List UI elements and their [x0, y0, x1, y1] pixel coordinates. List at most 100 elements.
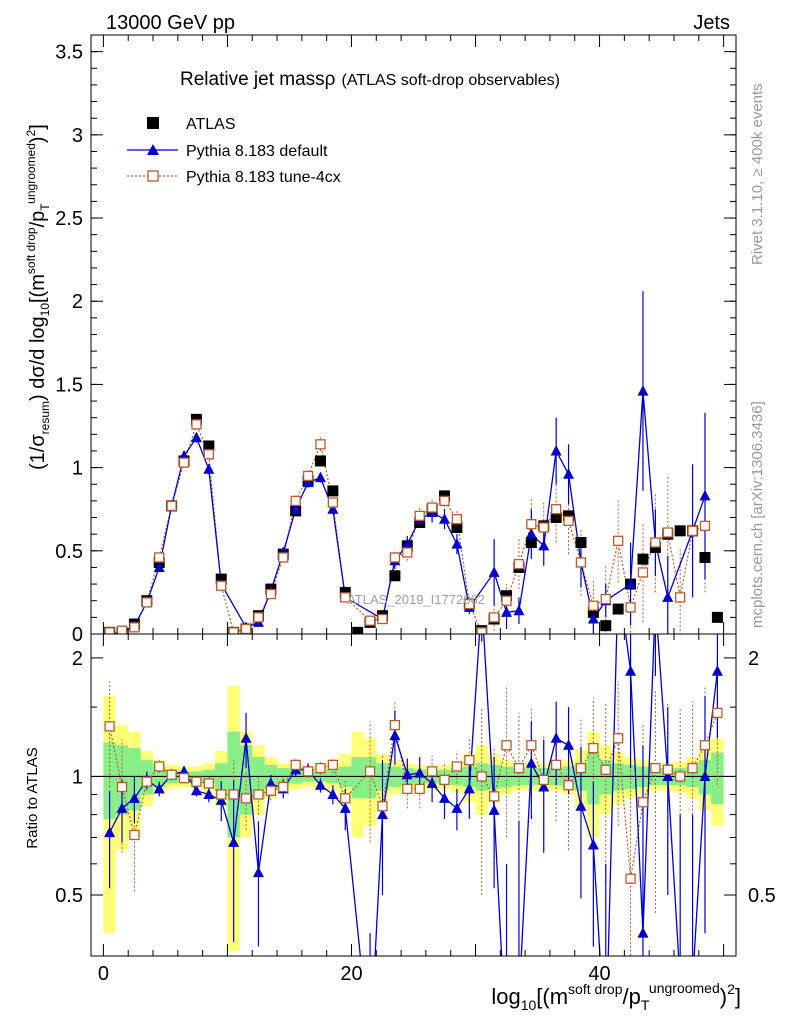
ratio-default-point — [451, 802, 463, 813]
ratio-tune-4cx-point — [488, 791, 500, 802]
default-point — [190, 431, 202, 443]
legend-default-label: Pythia 8.183 default — [186, 143, 328, 160]
ratio-default-point — [401, 768, 413, 780]
ratio-tune-4cx-point — [278, 781, 289, 793]
ratio-tune-4cx-point — [637, 797, 649, 808]
ratio-tune-4cx-point — [240, 793, 252, 804]
ratio-tune-4cx-point — [129, 829, 140, 841]
ratio-default-point — [439, 792, 451, 803]
ratio-y-tick-label-right: 0.5 — [748, 885, 776, 907]
ratio-default-point — [625, 665, 637, 676]
chart-title: Relative jet massρ (ATLAS soft-drop obser… — [180, 69, 560, 90]
ratio-default-point — [525, 757, 537, 768]
ratio-tune-4cx-point — [550, 759, 562, 771]
tune-4cx-point — [451, 514, 463, 525]
tune-4cx-point — [364, 615, 376, 626]
tune-4cx-point — [278, 552, 289, 563]
atlas-point — [389, 570, 401, 582]
legend-default-marker — [147, 144, 159, 155]
uncertainty-band-stat — [103, 742, 116, 819]
ratio-tune-4cx-point — [675, 771, 686, 782]
ratio-tune-4cx-point — [588, 742, 599, 754]
ratio-tune-4cx-point — [699, 740, 711, 751]
default-point — [314, 471, 326, 483]
main-y-tick-label: 2.5 — [55, 208, 83, 230]
legend: ATLAS Pythia 8.183 default Pythia 8.183 … — [127, 116, 341, 186]
main-y-tick-label: 0 — [72, 624, 83, 646]
main-y-tick-label: 3.5 — [55, 42, 83, 64]
default-point — [637, 385, 649, 396]
ratio-default-point — [414, 767, 426, 778]
default-point — [513, 604, 525, 616]
default-point — [662, 591, 674, 602]
tune-4cx-point — [538, 522, 549, 533]
atlas-point — [612, 603, 624, 615]
tune-4cx-point — [501, 595, 512, 606]
ratio-tune-4cx-point — [451, 761, 463, 772]
tune-4cx-point — [104, 627, 115, 634]
tune-4cx-point — [662, 527, 673, 538]
atlas-point — [674, 525, 686, 537]
atlas-point — [314, 455, 326, 467]
ratio-default-point — [265, 777, 277, 788]
ratio-tune-4cx-point — [364, 766, 376, 777]
ratio-default-point — [203, 788, 215, 799]
default-point — [439, 513, 451, 524]
tune-4cx-point — [191, 419, 202, 430]
tune-4cx-point — [327, 497, 339, 508]
ratio-tune-4cx-point — [414, 783, 425, 795]
ratio-panel: 0.5 0.512 20 20 40 Ratio to ATLAS log10[(mso… — [24, 633, 776, 1013]
default-point — [153, 561, 165, 572]
default-point — [203, 463, 215, 474]
tune-4cx-point — [166, 500, 177, 512]
ratio-y-tick-label: 2 — [72, 648, 83, 670]
default-point — [501, 606, 513, 617]
atlas-point — [600, 620, 612, 632]
ratio-tune-4cx-point — [290, 759, 301, 771]
main-panel: 0 0.5 1 1.5 2 2.5 3 3.5 ATLAS_2019_I1772062 Rel… — [24, 34, 737, 646]
tune-4cx-point — [563, 515, 574, 527]
legend-tune-label: Pythia 8.183 tune-4cx — [186, 169, 341, 186]
tune-4cx-point — [426, 502, 438, 513]
ratio-default-point — [426, 777, 438, 788]
ratio-tune-4cx-point — [141, 776, 152, 787]
ratio-default-point — [153, 782, 165, 794]
ratio-tune-4cx-point — [513, 762, 525, 774]
ratio-tune-4cx-point — [687, 762, 698, 774]
tune-4cx-point — [526, 519, 537, 530]
ratio-y-tick-label: 0.5 — [55, 885, 83, 907]
tune-4cx-point — [650, 537, 661, 548]
process-label: Jets — [693, 12, 730, 34]
main-y-tick-label: 1.5 — [55, 374, 83, 396]
ratio-tune-4cx-point — [563, 780, 574, 791]
rivet-label: Rivet 3.1.10, ≥ 400k events — [749, 83, 766, 265]
default-point — [550, 444, 562, 456]
ratio-default-point — [314, 779, 326, 790]
tune-4cx-point — [476, 627, 487, 634]
tune-4cx-point — [389, 552, 401, 563]
ratio-default-point — [389, 729, 401, 741]
default-point — [401, 538, 413, 549]
x-axis-label: log10[(msoft drop/pTungroomed)2] — [491, 980, 741, 1013]
ratio-default-point — [252, 866, 264, 878]
ratio-tune-4cx-point — [439, 774, 450, 786]
ratio-default-point — [327, 788, 339, 799]
tune-4cx-point — [613, 535, 624, 546]
tune-4cx-point — [699, 520, 711, 531]
default-point — [587, 613, 599, 624]
tune-4cx-point — [141, 597, 152, 608]
ratio-tune-4cx-point — [501, 740, 512, 751]
ratio-default-point — [662, 770, 674, 781]
tune-4cx-point — [575, 557, 587, 568]
tune-4cx-point — [414, 510, 425, 522]
main-y-tick-label: 3 — [72, 125, 83, 147]
tune-4cx-point — [340, 592, 351, 603]
tune-4cx-point — [377, 613, 388, 625]
ratio-default-point — [104, 826, 116, 838]
ratio-default-point — [376, 808, 388, 820]
tune-4cx-point — [675, 592, 686, 603]
default-point — [525, 528, 537, 539]
ratio-tune-4cx-point — [538, 774, 549, 786]
ratio-default-point — [488, 804, 500, 815]
ratio-y-axis-label: Ratio to ATLAS — [24, 747, 41, 848]
